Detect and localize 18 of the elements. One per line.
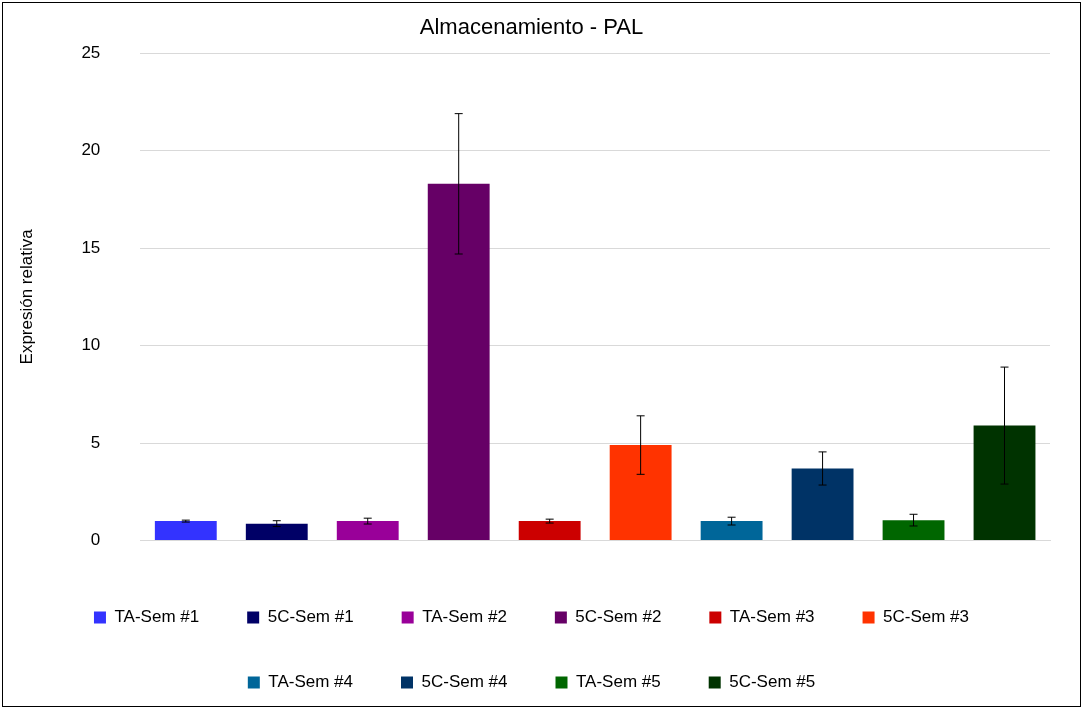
legend-label: TA-Sem #3: [729, 607, 815, 627]
y-tick-label: 25: [81, 42, 101, 62]
legend-label: 5C-Sem #4: [421, 672, 508, 692]
chart-title: Almacenamiento - PAL: [419, 14, 644, 40]
legend-label: 5C-Sem #1: [267, 607, 354, 627]
legend-label: TA-Sem #5: [576, 672, 661, 692]
y-axis-title: Expresión relativa: [16, 228, 36, 365]
legend-label: 5C-Sem #5: [729, 672, 816, 692]
y-tick-label: 10: [81, 335, 101, 355]
legend-label: TA-Sem #4: [268, 672, 354, 692]
legend-label: TA-Sem #1: [114, 607, 200, 627]
legend-label: 5C-Sem #3: [883, 607, 970, 627]
y-tick-label: 0: [90, 530, 101, 550]
y-tick-label: 20: [81, 140, 101, 160]
y-tick-label: 5: [90, 432, 101, 452]
legend-label: 5C-Sem #2: [575, 607, 662, 627]
y-tick-label: 15: [81, 237, 101, 257]
legend-label: TA-Sem #2: [422, 607, 507, 627]
